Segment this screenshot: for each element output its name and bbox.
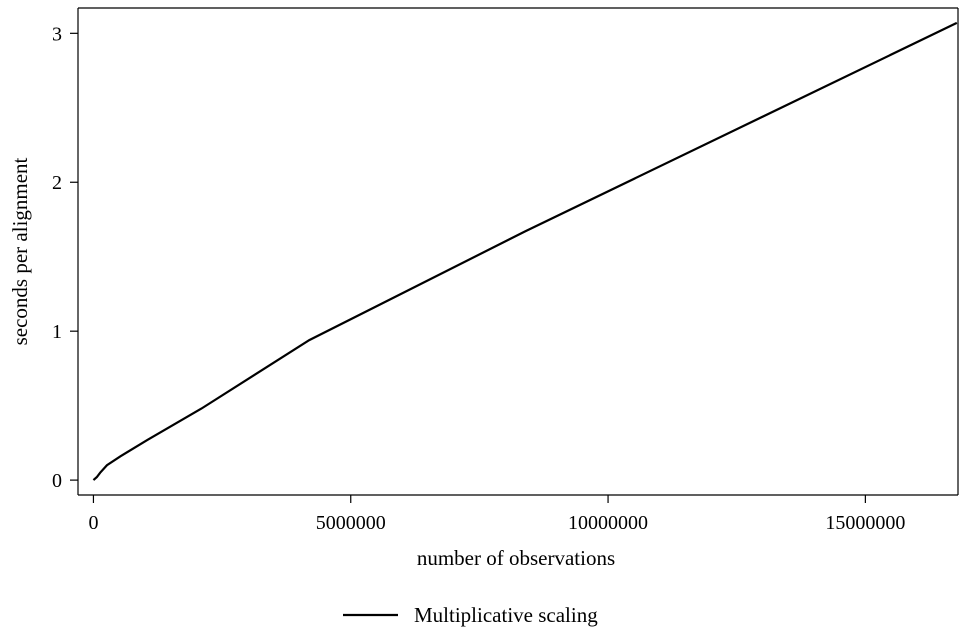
y-ticks: 0 1 2 3 bbox=[52, 23, 78, 492]
legend-label-multiplicative-scaling: Multiplicative scaling bbox=[414, 603, 598, 627]
y-tick-label: 3 bbox=[52, 23, 62, 45]
legend: Multiplicative scaling bbox=[343, 603, 598, 627]
plot-frame bbox=[77, 7, 959, 496]
y-tick-label: 1 bbox=[52, 321, 62, 343]
y-axis-title: seconds per alignment bbox=[8, 157, 32, 345]
series-layer bbox=[92, 21, 958, 481]
x-tick-label: 5000000 bbox=[316, 512, 386, 534]
x-tick-label: 10000000 bbox=[568, 512, 648, 534]
x-tick-label: 0 bbox=[88, 512, 98, 534]
x-tick-label: 15000000 bbox=[825, 512, 905, 534]
y-tick-label: 0 bbox=[52, 470, 62, 492]
x-ticks: 0 5000000 10000000 15000000 bbox=[88, 495, 905, 534]
y-tick-label: 2 bbox=[52, 172, 62, 194]
series-line-multiplicative-scaling bbox=[92, 21, 958, 481]
x-axis-title: number of observations bbox=[417, 546, 615, 570]
